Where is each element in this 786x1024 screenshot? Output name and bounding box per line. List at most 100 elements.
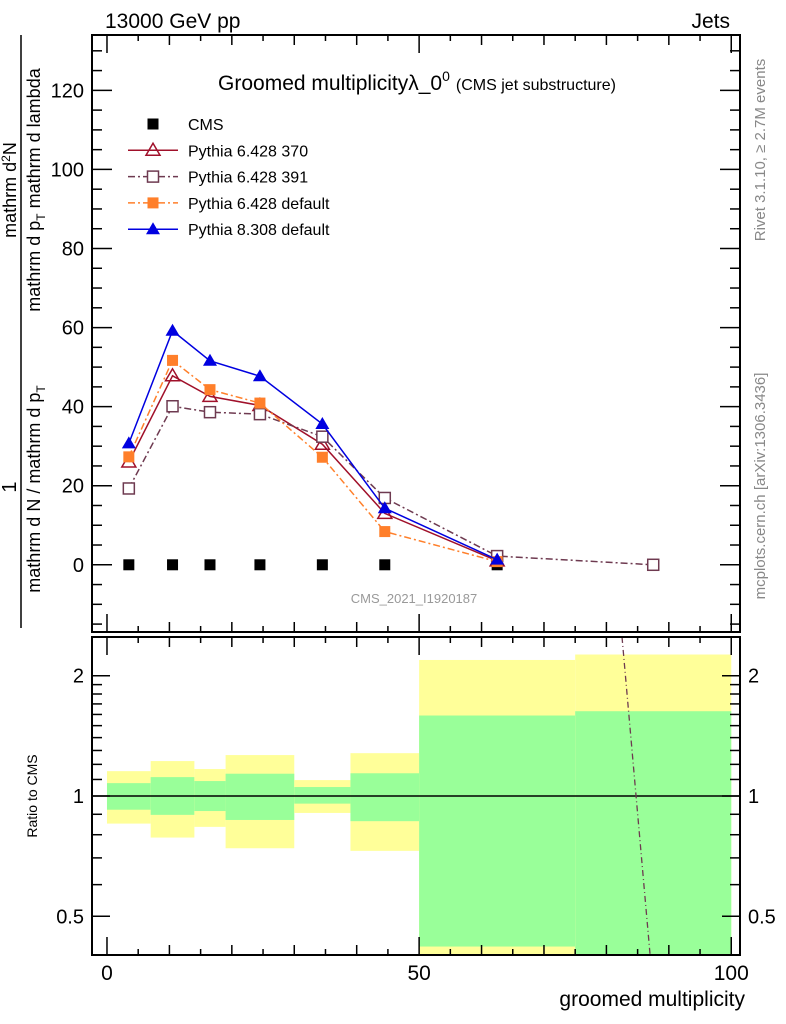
legend-item-cms: CMS (147, 117, 224, 134)
ratio-y-tick-label-right: 2 (748, 666, 759, 688)
ratio-band-green (419, 715, 576, 947)
ratio-band-green (225, 773, 295, 820)
title-subtitle: (CMS jet substructure) (456, 77, 616, 94)
data-point-p8def (252, 369, 267, 382)
series-p6def (123, 354, 503, 568)
main-plot: 0 20 40 60 80 100 120 (51, 34, 741, 633)
ylabel-frac1-den: mathrm d N / mathrm d pT (24, 385, 48, 593)
ratio-y-tick-label-left: 0.5 (56, 906, 84, 928)
analysis-group-label: Jets (691, 10, 730, 33)
legend-marker (144, 141, 162, 157)
legend-label: CMS (188, 117, 224, 134)
ylabel-frac1-den-text: mathrm d N / mathrm d p (24, 393, 44, 593)
main-y-tick-label: 80 (62, 238, 84, 260)
ylabel-frac2-num-tail: N (0, 142, 20, 155)
data-point-p8def (490, 552, 505, 565)
ratio-band-green (350, 773, 420, 822)
main-y-tick-label: 20 (62, 476, 84, 498)
data-point-p6def (204, 384, 216, 396)
legend-label: Pythia 8.308 default (188, 222, 330, 239)
data-point-cms (167, 559, 179, 571)
data-point-p6def (379, 526, 391, 538)
legend-label: Pythia 6.428 370 (188, 143, 308, 160)
legend-label: Pythia 6.428 default (188, 196, 330, 213)
ylabel-frac2-den-tail: mathrm d lambda (24, 67, 44, 213)
legend-label: Pythia 6.428 391 (188, 170, 308, 187)
legend-marker (146, 170, 160, 183)
data-point-p391 (166, 399, 179, 413)
series-line-p8def (128, 329, 498, 561)
ratio-y-axis-label: Ratio to CMS (24, 754, 40, 837)
ratio-y-tick-label-right: 0.5 (748, 906, 776, 928)
beam-label: 13000 GeV pp (105, 10, 240, 33)
ylabel-frac2-den: mathrm d pT mathrm d lambda (24, 67, 48, 311)
ratio-band-green (575, 711, 732, 955)
title-main: Groomed multiplicityλ_0 (218, 72, 442, 95)
data-point-p391 (253, 407, 267, 421)
ylabel-frac2-num-text: mathrm d (0, 162, 20, 238)
main-y-tick-label: 0 (73, 555, 84, 577)
series-p8def (121, 323, 505, 565)
data-point-cms (316, 559, 328, 571)
x-tick-label: 0 (101, 962, 113, 985)
data-point-p370 (201, 387, 219, 403)
data-point-p6def (123, 451, 135, 463)
data-point-p6def (316, 451, 328, 463)
data-point-p8def (315, 417, 330, 430)
ylabel-frac1-num: 1 (0, 481, 21, 492)
legend-item-p370: Pythia 6.428 370 (128, 141, 308, 160)
main-y-tick-label: 40 (62, 397, 84, 419)
x-tick-label: 50 (407, 962, 430, 985)
analysis-watermark: CMS_2021_I1920187 (351, 591, 478, 606)
data-point-p6def (254, 397, 266, 409)
x-axis-label: groomed multiplicity (559, 988, 745, 1011)
mcplots-label: mcplots.cern.ch [arXiv:1306.3436] (752, 373, 769, 600)
ylabel-frac2-num: mathrm d2N (0, 142, 20, 238)
legend-marker (147, 197, 159, 209)
legend-item-p6def: Pythia 6.428 default (128, 196, 330, 213)
data-point-p391 (316, 430, 329, 443)
main-y-tick-label: 60 (62, 318, 84, 340)
ratio-plot: 0.5 0.5 1 1 2 2 0 50 100 (56, 636, 776, 985)
series-p391 (122, 399, 660, 572)
data-point-p8def (377, 501, 392, 514)
data-point-p370 (314, 435, 331, 450)
ratio-y-tick-label-right: 1 (748, 786, 759, 808)
main-y-tick-label: 100 (51, 159, 84, 181)
data-point-p8def (165, 323, 180, 336)
x-tick-label: 100 (714, 962, 749, 985)
ratio-line-p391 (621, 636, 651, 956)
data-point-cms (379, 559, 391, 571)
data-point-cms (204, 559, 216, 571)
data-point-p6def (167, 354, 179, 366)
data-point-cms (123, 559, 135, 571)
data-point-p8def (121, 436, 136, 449)
legend-item-p8def: Pythia 8.308 default (128, 222, 330, 239)
legend: CMS Pythia 6.428 370 Pythia 6.428 391 Pythi… (128, 117, 330, 239)
ratio-y-tick-label-left: 2 (73, 666, 84, 688)
series-line-p6def (128, 359, 498, 563)
ratio-y-tick-label-left: 1 (73, 786, 84, 808)
data-point-p391 (122, 482, 136, 495)
legend-marker (147, 118, 159, 130)
series-line-p370 (128, 374, 498, 562)
plot-title: Groomed multiplicityλ_00 (CMS jet substru… (218, 68, 616, 95)
ylabel-frac1-den-sub: T (34, 385, 48, 393)
ylabel-frac2-den-text: mathrm d p (24, 221, 44, 312)
main-y-tick-label: 120 (51, 80, 84, 102)
rivet-version-label: Rivet 3.1.10, ≥ 2.7M events (752, 59, 769, 242)
main-y-axis-label: 1 mathrm d N / mathrm d pT mathrm d2N ma… (0, 35, 48, 628)
data-point-p8def (202, 353, 217, 366)
data-point-cms (254, 559, 266, 571)
data-point-p391 (646, 558, 660, 572)
data-point-p370 (164, 367, 181, 382)
series-line-p391 (128, 405, 654, 566)
data-point-p391 (203, 405, 217, 419)
legend-item-p391: Pythia 6.428 391 (128, 170, 308, 187)
title-sup: 0 (442, 68, 450, 84)
ylabel-frac2-num-sup: 2 (0, 155, 13, 162)
ylabel-frac2-den-sub: T (34, 213, 48, 221)
main-frame (91, 34, 741, 633)
legend-marker (146, 222, 160, 235)
